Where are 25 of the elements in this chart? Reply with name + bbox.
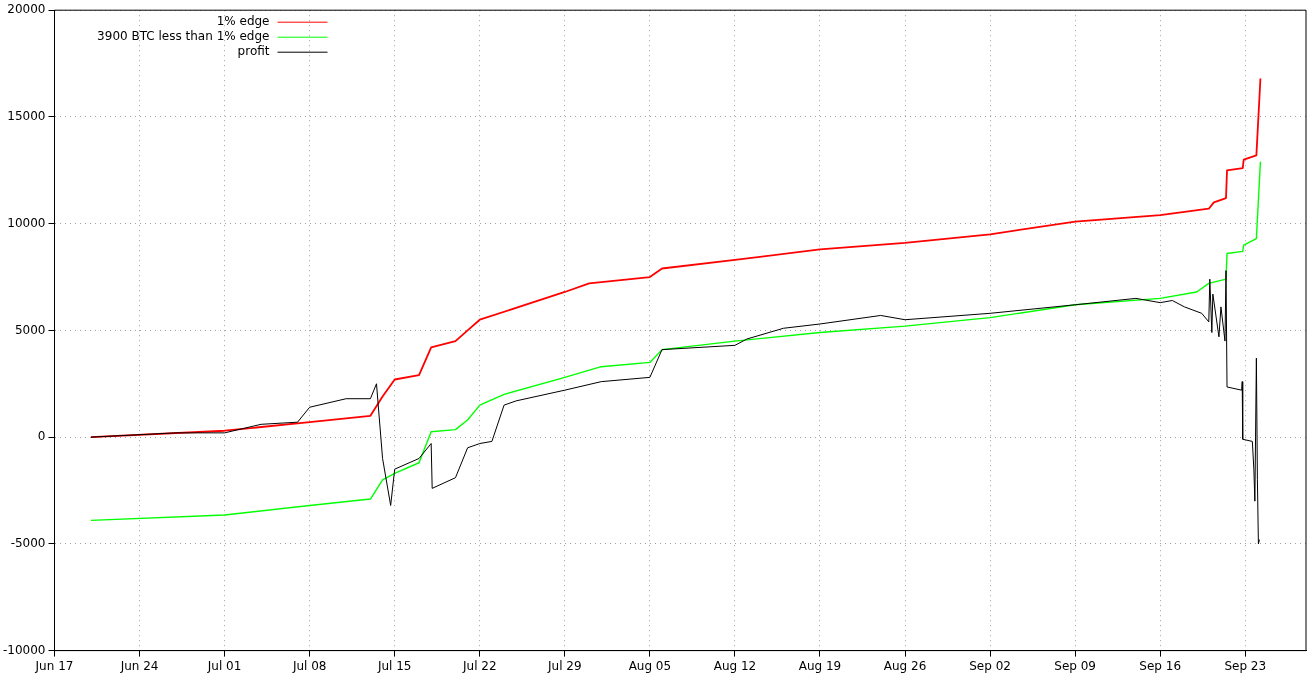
y-tick-label: -10000 bbox=[2, 642, 46, 657]
y-tick-label: 0 bbox=[37, 429, 46, 444]
x-tick-label: Sep 23 bbox=[1224, 658, 1267, 673]
x-tick-label: Jul 29 bbox=[547, 658, 582, 673]
x-tick-label: Jul 22 bbox=[461, 658, 497, 673]
x-tick-label: Jun 17 bbox=[34, 658, 74, 673]
legend-label: 3900 BTC less than 1% edge bbox=[97, 29, 270, 44]
y-tick-label: 20000 bbox=[7, 2, 46, 17]
y-tick-label: 5000 bbox=[14, 322, 46, 337]
x-tick-label: Jun 24 bbox=[119, 658, 159, 673]
legend-label: 1% edge bbox=[216, 14, 270, 29]
legend-label: profit bbox=[237, 44, 270, 59]
x-tick-label: Aug 19 bbox=[798, 658, 842, 673]
x-tick-label: Sep 16 bbox=[1139, 658, 1182, 673]
x-tick-label: Sep 09 bbox=[1054, 658, 1096, 673]
x-tick-label: Aug 05 bbox=[628, 658, 672, 673]
y-tick-label: -5000 bbox=[10, 535, 46, 550]
x-tick-label: Jul 08 bbox=[291, 658, 327, 673]
x-tick-label: Jul 01 bbox=[206, 658, 242, 673]
x-tick-label: Sep 02 bbox=[969, 658, 1011, 673]
y-tick-label: 10000 bbox=[7, 215, 46, 230]
x-tick-label: Aug 12 bbox=[713, 658, 757, 673]
x-tick-label: Jul 15 bbox=[376, 658, 412, 673]
x-tick-label: Aug 26 bbox=[883, 658, 927, 673]
y-tick-label: 15000 bbox=[7, 109, 46, 124]
